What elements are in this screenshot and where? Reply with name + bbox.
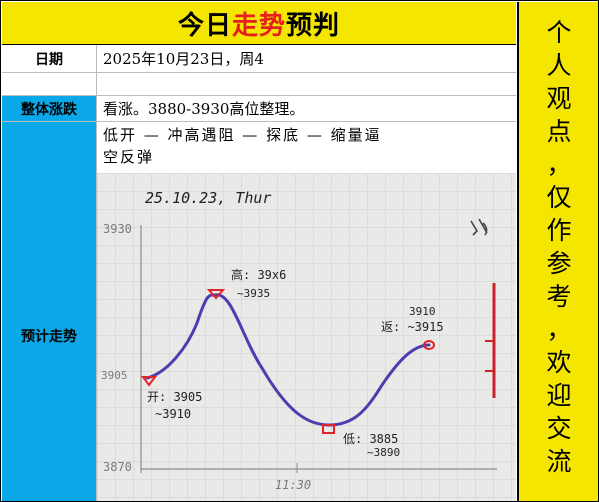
low-marker [322, 424, 335, 434]
trend-label: 预计走势 [2, 171, 97, 501]
page-title: 今日 走势 预判 [2, 2, 516, 45]
trend-curve [145, 293, 431, 427]
side-note-char: 参 [546, 249, 572, 278]
side-note-char: 欢 [546, 348, 572, 377]
date-label: 日期 [2, 45, 97, 72]
side-note-char: 点 [546, 117, 572, 146]
side-note-char: 观 [546, 84, 572, 113]
y-label-bottom: 3870 [103, 460, 132, 474]
y-label-top: 3930 [103, 222, 132, 236]
open-marker [141, 376, 157, 387]
side-note-char: ， [546, 150, 572, 179]
low-note-line1: 低: 3885 [343, 432, 398, 446]
empty-row [2, 73, 516, 96]
trend-description-line2: 空反弹 [103, 148, 155, 166]
empty-label [2, 73, 97, 95]
side-note-panel: 个 人 观 点 ， 仅 作 参 考 ， 欢 迎 交 流 [517, 2, 598, 501]
side-note-char: 作 [546, 216, 572, 245]
high-note-line2: ~3935 [237, 287, 270, 300]
scale-scribble [470, 218, 488, 236]
side-note-char: 交 [546, 414, 572, 443]
overall-row: 整体涨跌 看涨。3880-3930高位整理。 [2, 96, 516, 122]
trend-description: 低开 — 冲高遇阻 — 探底 — 缩量逼 空反弹 [97, 122, 516, 172]
high-note-line1: 高: 39x6 [231, 267, 286, 282]
title-highlight: 走势 [231, 10, 286, 41]
rebound-note-line1: 3910 [409, 305, 436, 318]
overall-value: 看涨。3880-3930高位整理。 [103, 100, 305, 118]
grid-paper [97, 173, 516, 501]
title-prefix: 今日 [177, 10, 232, 41]
trend-label-spacer [2, 122, 97, 172]
sketch-photo: 25.10.23, Thur 3930 3905 3870 11:30 开: 3… [97, 173, 516, 501]
overall-label: 整体涨跌 [2, 96, 97, 121]
date-row: 日期 2025年10月23日，周4 [2, 45, 516, 73]
low-note-line2: ~3890 [367, 446, 400, 459]
title-suffix: 预判 [286, 10, 341, 41]
empty-value [97, 73, 516, 95]
y-label-mid: 3905 [101, 369, 128, 382]
side-note-char: 人 [546, 51, 572, 80]
side-note-char: 考 [546, 282, 572, 311]
side-note-char: 个 [546, 18, 572, 47]
side-note-char: 流 [546, 447, 572, 476]
trend-description-line1: 低开 — 冲高遇阻 — 探底 — 缩量逼 [103, 126, 382, 144]
open-note-line2: ~3910 [155, 407, 191, 421]
sketch-date: 25.10.23, Thur [145, 189, 271, 207]
date-value: 2025年10月23日，周4 [103, 50, 264, 68]
rebound-marker [423, 340, 435, 350]
side-note-char: 迎 [546, 381, 572, 410]
rebound-note-line2: 返: ~3915 [381, 320, 444, 334]
high-marker [206, 289, 226, 300]
trend-text-row: 低开 — 冲高遇阻 — 探底 — 缩量逼 空反弹 [2, 122, 516, 172]
side-note-char: 仅 [546, 183, 572, 212]
open-note-line1: 开: 3905 [147, 390, 202, 404]
x-label-time: 11:30 [275, 478, 311, 492]
sketch-svg: 25.10.23, Thur 3930 3905 3870 11:30 开: 3… [97, 173, 516, 501]
side-note-char: ， [546, 315, 572, 344]
